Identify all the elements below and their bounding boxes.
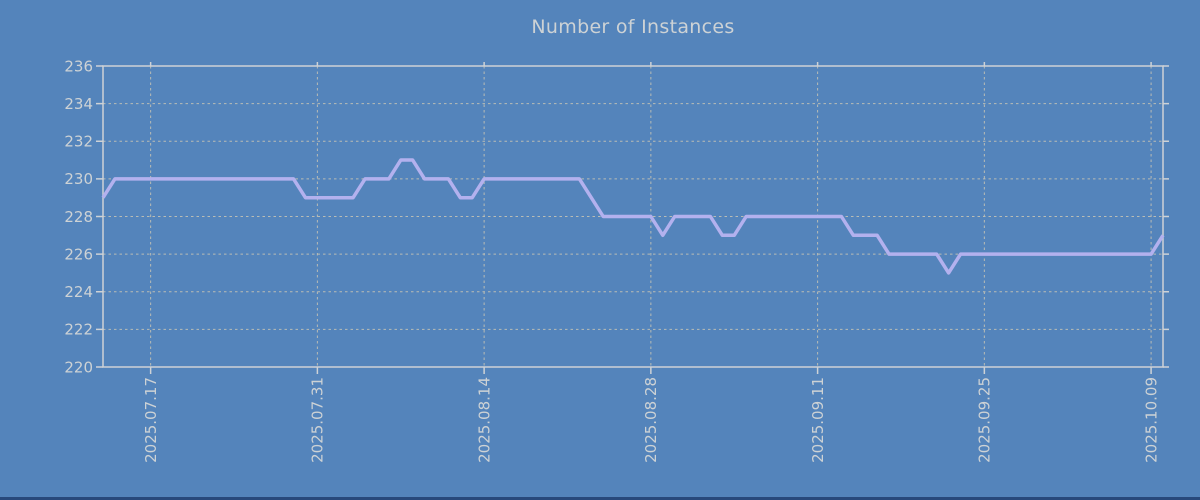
y-tick-label: 232 (64, 133, 93, 151)
y-tick-label: 226 (64, 245, 93, 263)
x-tick-label: 2025.08.14 (475, 377, 493, 463)
y-tick-label: 220 (64, 358, 93, 376)
y-tick-label: 228 (64, 208, 93, 226)
y-tick-label: 234 (64, 95, 93, 113)
y-tick-label: 224 (64, 283, 93, 301)
chart-title: Number of Instances (531, 16, 735, 38)
x-tick-label: 2025.10.09 (1142, 377, 1160, 463)
x-tick-label: 2025.09.11 (809, 377, 827, 463)
y-tick-label: 236 (64, 57, 93, 75)
x-tick-label: 2025.08.28 (642, 377, 660, 463)
x-tick-label: 2025.07.17 (142, 377, 160, 463)
y-tick-label: 222 (64, 321, 93, 339)
y-tick-label: 230 (64, 170, 93, 188)
x-tick-label: 2025.09.25 (976, 377, 994, 463)
bottom-edge-bar (0, 497, 1200, 500)
x-tick-label: 2025.07.31 (309, 377, 327, 463)
data-series-line (101, 158, 1165, 275)
